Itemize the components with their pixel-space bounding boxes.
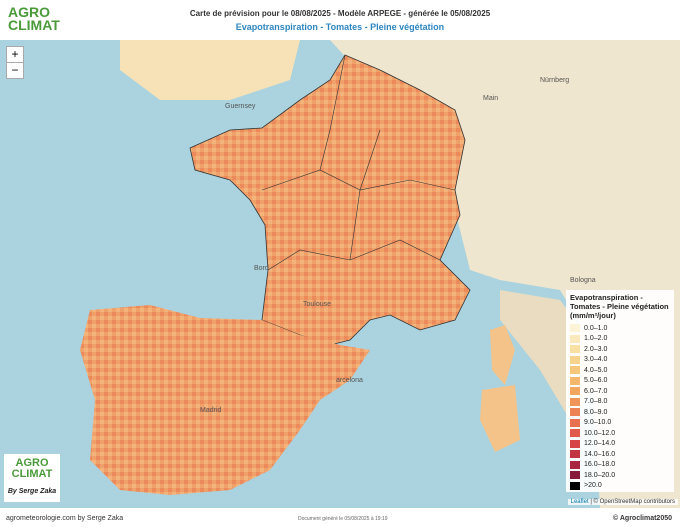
legend-swatch	[570, 471, 580, 480]
legend-swatch	[570, 397, 580, 406]
legend-label: 6.0–7.0	[584, 387, 608, 395]
iberia	[80, 305, 370, 495]
legend-label: 8.0–9.0	[584, 408, 608, 416]
legend-label: 7.0–8.0	[584, 398, 608, 406]
legend-swatch	[570, 324, 580, 333]
legend-item: 9.0–10.0	[570, 418, 670, 429]
badge: AGRO CLIMAT By Serge Zaka	[4, 454, 60, 502]
legend: Evapotranspiration - Tomates - Pleine vé…	[566, 290, 674, 492]
legend-swatch	[570, 345, 580, 354]
footer-center: Document généré le 05/08/2025 à 19:19	[298, 516, 388, 522]
sardinia	[480, 385, 520, 452]
regions	[261, 54, 456, 271]
footer-left: agrometeorologie.com by Serge Zaka	[6, 515, 124, 522]
place-label: Bord	[254, 265, 269, 272]
legend-swatch	[570, 460, 580, 469]
legend-label: 0.0–1.0	[584, 324, 608, 332]
legend-swatch	[570, 439, 580, 448]
legend-swatch	[570, 387, 580, 396]
legend-label: 9.0–10.0	[584, 419, 612, 427]
place-label: Nürnberg	[540, 77, 569, 84]
osm-link[interactable]: | © OpenStreetMap contributors	[590, 499, 675, 505]
legend-title: Evapotranspiration - Tomates - Pleine vé…	[570, 293, 669, 311]
legend-item: 2.0–3.0	[570, 344, 670, 355]
legend-item: 7.0–8.0	[570, 397, 670, 408]
place-label: Madrid	[200, 407, 222, 414]
zoom-in[interactable]: +	[6, 46, 24, 63]
legend-item: 1.0–2.0	[570, 334, 670, 345]
legend-swatch	[570, 429, 580, 438]
legend-label: 12.0–14.0	[584, 440, 616, 448]
legend-label: 18.0–20.0	[584, 471, 616, 479]
place-label: Main	[483, 95, 498, 102]
legend-item: 12.0–14.0	[570, 439, 670, 450]
subtitle: Evapotranspiration - Tomates - Pleine vé…	[235, 22, 445, 32]
legend-swatch	[570, 376, 580, 385]
corsica	[490, 325, 515, 385]
legend-item: 6.0–7.0	[570, 386, 670, 397]
legend-item: 14.0–16.0	[570, 449, 670, 460]
france	[189, 54, 471, 346]
attribution: Leaflet | © OpenStreetMap contributors	[567, 499, 678, 505]
place-label: arcelona	[336, 377, 363, 384]
legend-item: 0.0–1.0	[570, 323, 670, 334]
legend-item: >20.0	[570, 481, 670, 492]
legend-swatch	[570, 418, 580, 427]
legend-item: 3.0–4.0	[570, 355, 670, 366]
badge-author: By Serge Zaka	[7, 488, 57, 495]
legend-label: 10.0–12.0	[584, 429, 616, 437]
legend-swatch	[570, 355, 580, 364]
legend-label: 1.0–2.0	[584, 335, 608, 343]
title: Carte de prévision pour le 08/08/2025 - …	[189, 9, 491, 18]
legend-swatch	[570, 481, 580, 490]
legend-item: 18.0–20.0	[570, 470, 670, 481]
legend-item: 8.0–9.0	[570, 407, 670, 418]
legend-swatch	[570, 366, 580, 375]
legend-swatch	[570, 408, 580, 417]
legend-item: 5.0–6.0	[570, 376, 670, 387]
legend-label: 16.0–18.0	[584, 461, 616, 469]
place-label: Bologna	[570, 277, 596, 284]
legend-swatch	[570, 450, 580, 459]
leaflet-link[interactable]: Leaflet	[570, 499, 589, 505]
legend-label: 4.0–5.0	[584, 366, 608, 374]
place-label: Guernsey	[225, 103, 256, 110]
legend-unit: (mm/m²/jour)	[570, 311, 616, 320]
logo: AGRO CLIMAT	[8, 4, 60, 33]
legend-item: 10.0–12.0	[570, 428, 670, 439]
zoom-out[interactable]: −	[6, 62, 24, 79]
land	[120, 40, 300, 100]
legend-item: 16.0–18.0	[570, 460, 670, 471]
legend-label: 14.0–16.0	[584, 450, 616, 458]
legend-label: 2.0–3.0	[584, 345, 608, 353]
badge-logo: AGRO CLIMAT	[11, 457, 53, 480]
legend-items: 0.0–1.0 1.0–2.0 2.0–3.0 3.0–4.0 4.0–5.0 5.0–6…	[570, 323, 670, 491]
legend-label: 5.0–6.0	[584, 377, 608, 385]
footer-right: © Agroclimat2050	[613, 515, 672, 522]
legend-swatch	[570, 334, 580, 343]
legend-item: 4.0–5.0	[570, 365, 670, 376]
legend-label: >20.0	[584, 482, 602, 490]
land	[330, 40, 680, 508]
legend-label: 3.0–4.0	[584, 356, 608, 364]
place-label: Toulouse	[303, 301, 331, 308]
